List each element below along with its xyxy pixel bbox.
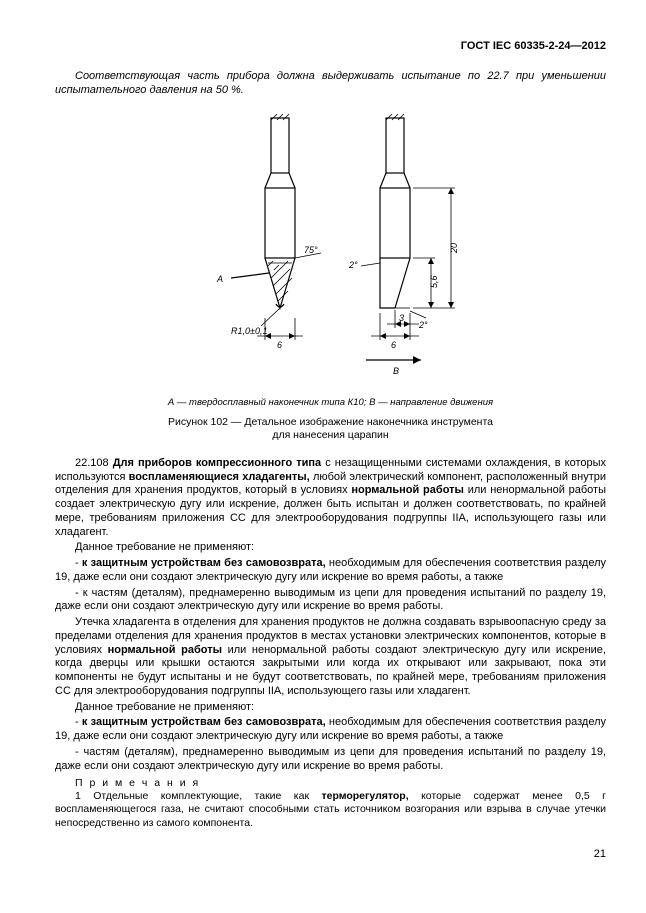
label-dim-20: 20 — [449, 242, 459, 253]
figure-caption-line2: для нанесения царапин — [272, 429, 388, 441]
figure-legend: А — твердосплавный наконечник типа К10; … — [55, 397, 606, 408]
list-item-4: - частям (деталям), преднамеренно выводи… — [55, 746, 606, 774]
intro-paragraph: Соответствующая часть прибора должна выд… — [55, 70, 606, 98]
label-A: A — [216, 274, 223, 284]
scratch-tool-diagram: A 75° R1,0±0,1 6 — [161, 108, 501, 388]
page: ГОСТ IEC 60335-2-24—2012 Соответствующая… — [0, 0, 646, 890]
label-dim-6b: 6 — [391, 340, 396, 350]
list-item-3: - к защитным устройствам без самовозврат… — [55, 716, 606, 744]
req-not-applied-2: Данное требование не применяют: — [55, 701, 606, 715]
figure-caption: Рисунок 102 — Детальное изображение нако… — [55, 416, 606, 443]
label-angle-75: 75° — [304, 245, 318, 255]
list-item-2: - к частям (деталям), преднамеренно выво… — [55, 587, 606, 615]
clause-22-108: 22.108 Для приборов компрессионного типа… — [55, 457, 606, 540]
leak-paragraph: Утечка хладагента в отделения для хранен… — [55, 616, 606, 699]
label-dim-6a: 6 — [277, 340, 282, 350]
list-item-1: - к защитным устройствам без самовозврат… — [55, 557, 606, 585]
document-code: ГОСТ IEC 60335-2-24—2012 — [55, 40, 606, 52]
label-angle-2b: 2° — [418, 320, 428, 330]
figure-102: A 75° R1,0±0,1 6 — [55, 108, 606, 391]
label-dim-3: 3 — [399, 313, 404, 323]
req-not-applied-1: Данное требование не применяют: — [55, 541, 606, 555]
notes-title: П р и м е ч а н и я — [55, 777, 606, 789]
note-1: 1 Отдельные комплектующие, такие как тер… — [55, 790, 606, 829]
label-radius: R1,0±0,1 — [231, 326, 267, 336]
page-number: 21 — [55, 848, 606, 860]
label-B: B — [393, 366, 399, 376]
label-angle-2a: 2° — [348, 260, 358, 270]
figure-caption-line1: Рисунок 102 — Детальное изображение нако… — [168, 416, 493, 428]
label-dim-56: 5,6 — [429, 275, 439, 288]
